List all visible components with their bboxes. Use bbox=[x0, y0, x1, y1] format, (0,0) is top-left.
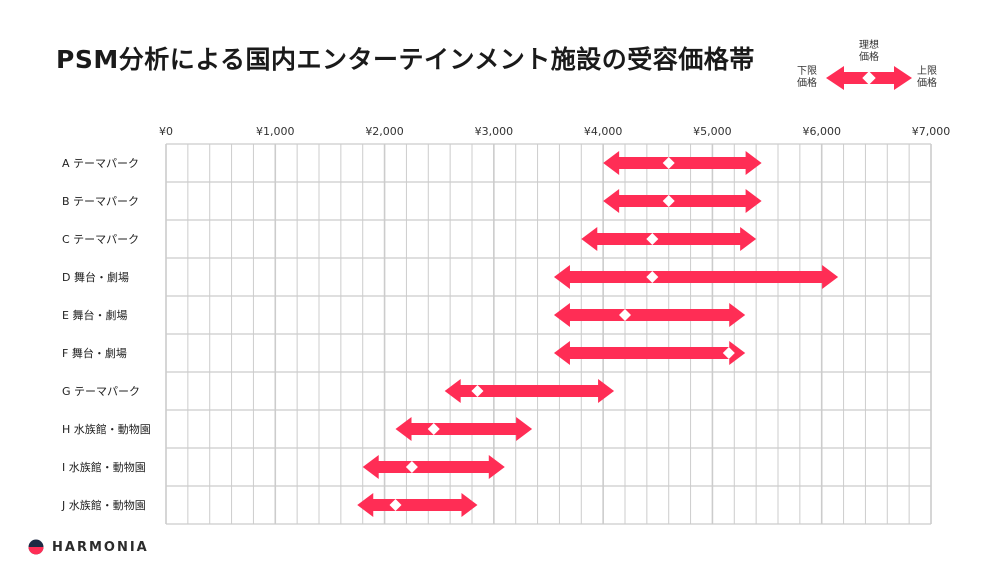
price-range-arrow bbox=[603, 189, 762, 213]
harmonia-logo-icon bbox=[28, 539, 44, 555]
price-range-arrow bbox=[357, 493, 478, 517]
price-range-arrow bbox=[581, 227, 757, 251]
legend-lower-label: 下限 価格 bbox=[794, 66, 820, 90]
legend-upper-line1: 上限 bbox=[917, 66, 937, 77]
ideal-price-marker bbox=[405, 461, 418, 473]
legend-ideal-line1: 理想 bbox=[859, 40, 879, 51]
category-label: J 水族館・動物園 bbox=[61, 498, 146, 512]
price-range-arrow bbox=[603, 151, 762, 175]
ideal-price-marker bbox=[662, 157, 675, 169]
brand-name: HARMONIA bbox=[52, 539, 149, 555]
price-range-arrow bbox=[553, 303, 746, 327]
x-tick-label: ¥1,000 bbox=[256, 125, 295, 138]
legend-ideal-label: 理想 価格 bbox=[856, 40, 882, 64]
brand-logo: HARMONIA bbox=[28, 537, 149, 557]
category-label: H 水族館・動物園 bbox=[62, 422, 151, 436]
ideal-price-marker bbox=[662, 195, 675, 207]
ideal-price-marker bbox=[722, 347, 735, 359]
price-range-arrow bbox=[444, 379, 615, 403]
ideal-price-marker bbox=[646, 271, 659, 283]
ideal-price-marker bbox=[427, 423, 440, 435]
category-label: G テーマパーク bbox=[62, 385, 140, 398]
price-range-arrow bbox=[553, 265, 839, 289]
ideal-price-marker bbox=[471, 385, 484, 397]
legend-upper-line2: 価格 bbox=[917, 78, 937, 89]
price-range-arrow bbox=[553, 341, 746, 365]
category-label: C テーマパーク bbox=[62, 233, 139, 246]
legend-ideal-line2: 価格 bbox=[859, 52, 879, 63]
legend-lower-line1: 下限 bbox=[797, 66, 817, 77]
x-tick-label: ¥7,000 bbox=[912, 125, 951, 138]
category-label: B テーマパーク bbox=[62, 195, 139, 208]
category-label: F 舞台・劇場 bbox=[62, 346, 127, 360]
legend-symbol bbox=[826, 66, 912, 90]
legend-lower-line2: 価格 bbox=[797, 78, 817, 89]
ideal-price-marker bbox=[646, 233, 659, 245]
legend-upper-label: 上限 価格 bbox=[914, 66, 940, 90]
ideal-price-marker bbox=[389, 499, 402, 511]
x-tick-label: ¥5,000 bbox=[693, 125, 732, 138]
x-tick-label: ¥2,000 bbox=[365, 125, 404, 138]
x-tick-label: ¥6,000 bbox=[802, 125, 841, 138]
legend: 理想 価格 下限 価格 上限 価格 bbox=[790, 36, 950, 106]
chart-title: PSM分析による国内エンターテインメント施設の受容価格帯 bbox=[56, 45, 755, 74]
ideal-price-marker bbox=[619, 309, 631, 321]
category-label: E 舞台・劇場 bbox=[62, 308, 127, 322]
price-range-arrow bbox=[362, 455, 505, 479]
category-label: D 舞台・劇場 bbox=[62, 270, 129, 284]
x-tick-label: ¥0 bbox=[159, 125, 173, 138]
category-label: I 水族館・動物園 bbox=[62, 460, 146, 474]
price-range-arrow bbox=[395, 417, 533, 441]
category-label: A テーマパーク bbox=[62, 157, 139, 170]
x-tick-label: ¥4,000 bbox=[584, 125, 623, 138]
x-tick-label: ¥3,000 bbox=[475, 125, 514, 138]
legend-ideal-marker bbox=[862, 71, 876, 85]
